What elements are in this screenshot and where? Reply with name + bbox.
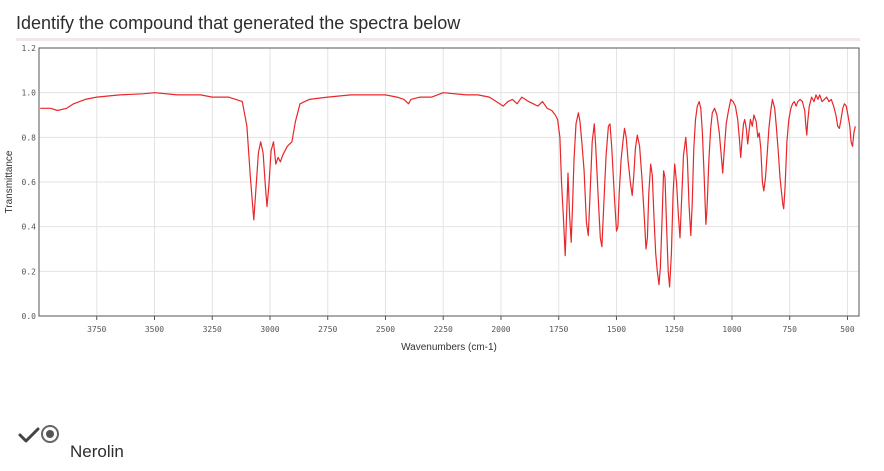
spectrum-line — [40, 92, 856, 288]
y-tick-label: 1.0 — [22, 89, 37, 98]
y-axis-ticks: 0.0 0.2 0.4 0.6 0.8 1.0 1.2 — [22, 44, 37, 321]
x-tick-label: 2750 — [318, 325, 337, 334]
x-axis-title: Wavenumbers (cm-1) — [401, 342, 497, 353]
series-layer — [40, 92, 856, 288]
plot-frame — [38, 47, 860, 317]
x-tick-label: 2500 — [376, 325, 395, 334]
x-tick-label: 1750 — [549, 325, 568, 334]
x-tick-label: 500 — [840, 325, 855, 334]
x-tick-label: 1250 — [665, 325, 684, 334]
x-tick-label: 3750 — [87, 325, 106, 334]
answer-option[interactable]: Nerolin — [18, 424, 218, 464]
x-tick-label: 1500 — [607, 325, 626, 334]
x-tick-label: 3000 — [260, 325, 279, 334]
chart-grid — [39, 47, 859, 317]
x-tick-label: 750 — [782, 325, 797, 334]
x-tick-label: 2250 — [434, 325, 453, 334]
y-tick-label: 0.2 — [22, 267, 37, 276]
answer-label: Nerolin — [70, 442, 124, 461]
y-axis-title: Transmittance — [4, 150, 15, 213]
ir-spectrum-chart: 0.0 0.2 0.4 0.6 0.8 1.0 1.2 3750 3500 3250 3000 27… — [4, 44, 860, 353]
y-tick-label: 0.4 — [22, 223, 37, 232]
x-axis-ticks: 3750 3500 3250 3000 2750 2500 2250 2000 1750 1500… — [87, 316, 855, 334]
question-text: Identify the compound that generated the… — [16, 13, 461, 33]
radio-selected-dot — [46, 430, 54, 438]
question-divider — [16, 38, 860, 41]
checkmark-icon — [18, 427, 40, 443]
y-tick-label: 0.6 — [22, 178, 37, 187]
x-tick-label: 2000 — [491, 325, 510, 334]
x-tick-label: 1000 — [722, 325, 741, 334]
y-tick-label: 1.2 — [22, 44, 37, 53]
x-tick-label: 3500 — [145, 325, 164, 334]
answer-radio-button[interactable] — [41, 425, 59, 443]
y-tick-label: 0.8 — [22, 133, 37, 142]
y-tick-label: 0.0 — [22, 312, 37, 321]
x-tick-label: 3250 — [203, 325, 222, 334]
